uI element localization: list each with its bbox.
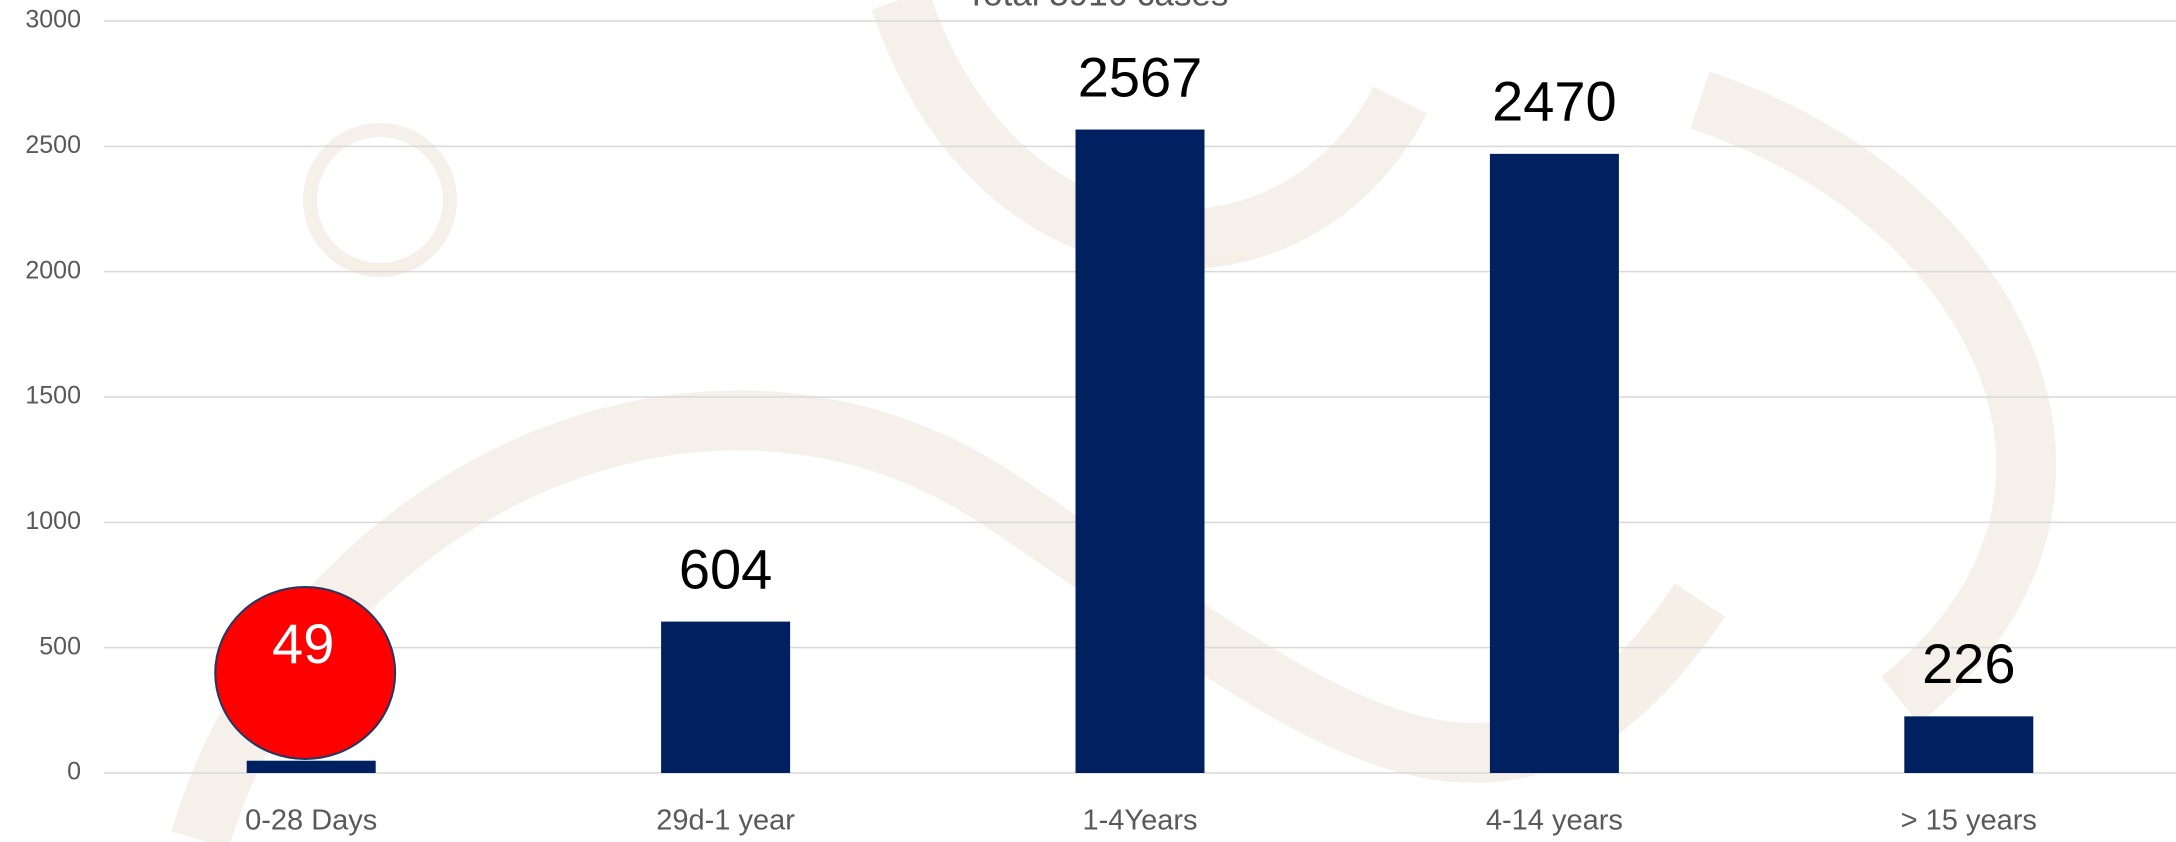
- data-label: 226: [1922, 632, 2015, 695]
- y-tick-label: 2000: [25, 256, 81, 284]
- y-tick-label: 3000: [25, 6, 81, 34]
- x-tick-label: 4-14 years: [1486, 805, 1623, 837]
- y-tick-label: 500: [39, 632, 81, 660]
- y-tick-label: 0: [67, 758, 81, 786]
- decor: [1690, 71, 2057, 724]
- data-label: 2470: [1492, 70, 1617, 133]
- bar: [661, 621, 791, 773]
- bar: [1075, 129, 1205, 773]
- data-label: 604: [679, 537, 772, 600]
- y-tick-label: 1000: [25, 507, 81, 535]
- bar: [1489, 153, 1619, 773]
- data-label: 49: [272, 612, 334, 675]
- y-tick-label: 1500: [25, 382, 81, 410]
- plot-area: 0 500 1000 1500 2000 2500 3000 0-28 Days 49 29d-1…: [25, 6, 2176, 837]
- decor: [303, 123, 457, 277]
- chart-title: Total 5916 cases: [966, 0, 1229, 13]
- y-tick-label: 2500: [25, 131, 81, 159]
- data-label: 2567: [1078, 45, 1203, 108]
- decor: [171, 390, 1725, 842]
- bar: [1904, 716, 2034, 773]
- x-tick-label: 0-28 Days: [245, 805, 377, 837]
- highlight-circle: [214, 586, 397, 760]
- x-tick-label: 29d-1 year: [656, 805, 795, 837]
- bar: [246, 760, 376, 773]
- x-tick-label: 1-4Years: [1082, 805, 1197, 837]
- x-tick-label: > 15 years: [1901, 805, 2037, 837]
